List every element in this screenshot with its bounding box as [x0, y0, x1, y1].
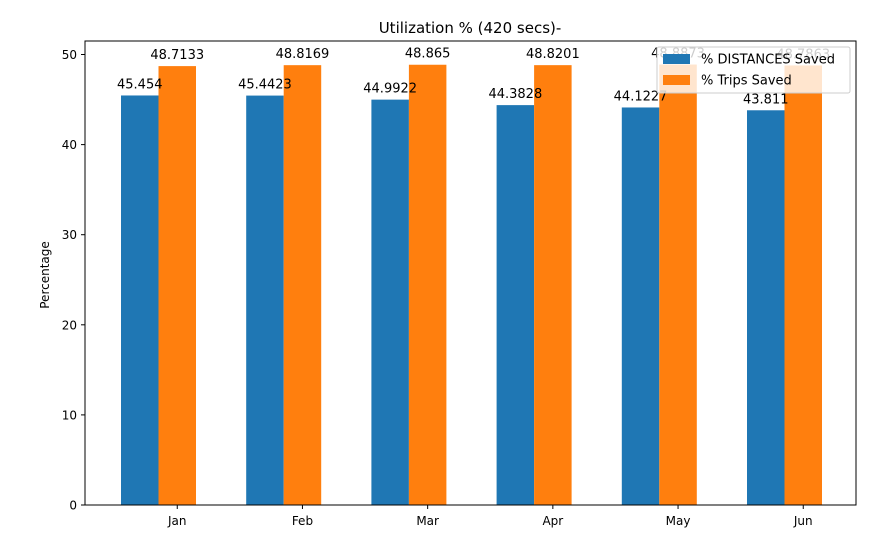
x-tick-label-feb: Feb: [292, 514, 313, 528]
legend-swatch-trips[interactable]: [663, 75, 690, 85]
legend-swatch-distances[interactable]: [663, 54, 690, 64]
data-label-trips-feb: 48.8169: [276, 47, 330, 62]
data-label-trips-jan: 48.7133: [150, 48, 204, 63]
chart-title: Utilization % (420 secs)-: [379, 19, 562, 37]
legend-label-trips[interactable]: % Trips Saved: [701, 74, 792, 89]
y-tick-label: 50: [62, 48, 77, 62]
x-tick-label-apr: Apr: [542, 514, 563, 528]
y-tick-label: 40: [62, 138, 77, 152]
y-tick-label: 10: [62, 408, 77, 422]
bar-distances-mar[interactable]: [371, 99, 409, 505]
axes-frame: [84, 40, 857, 506]
data-label-distances-may: 44.1227: [614, 89, 668, 104]
bar-distances-apr[interactable]: [496, 105, 535, 506]
bar-trips-mar[interactable]: [408, 64, 447, 506]
bar-trips-jan[interactable]: [158, 66, 197, 506]
bar-trips-feb[interactable]: [283, 65, 322, 506]
data-label-trips-mar: 48.865: [405, 47, 451, 62]
data-label-trips-apr: 48.8201: [526, 47, 580, 62]
data-label-distances-jun: 43.811: [743, 92, 789, 107]
x-tick-label-jun: Jun: [793, 514, 813, 528]
data-label-distances-apr: 44.3828: [488, 87, 542, 102]
bar-distances-jan[interactable]: [121, 95, 159, 505]
bar-trips-apr[interactable]: [534, 65, 572, 506]
x-tick-label-mar: Mar: [416, 514, 439, 528]
plot-area: [121, 64, 823, 506]
legend-box: [656, 46, 851, 94]
bar-trips-may[interactable]: [659, 64, 697, 505]
bar-distances-jun[interactable]: [747, 110, 785, 505]
y-tick-label: 20: [62, 318, 77, 332]
legend-label-distances[interactable]: % DISTANCES Saved: [701, 53, 835, 68]
y-axis-label: Percentage: [38, 241, 52, 309]
data-label-distances-mar: 44.9922: [363, 82, 417, 97]
axes: 0 10 20 30 40 50 Jan Feb Mar Apr May Jun: [62, 40, 857, 528]
x-tick-label-jan: Jan: [167, 514, 187, 528]
bar-trips-jun[interactable]: [784, 65, 823, 505]
data-label-distances-jan: 45.454: [117, 77, 163, 92]
y-tick-label: 0: [69, 499, 77, 513]
legend[interactable]: % DISTANCES Saved % Trips Saved: [656, 46, 851, 94]
bar-distances-feb[interactable]: [246, 95, 284, 505]
x-tick-label-may: May: [666, 514, 691, 528]
y-tick-label: 30: [62, 228, 77, 242]
bar-distances-may[interactable]: [621, 107, 660, 505]
data-label-distances-feb: 45.4423: [238, 78, 292, 93]
